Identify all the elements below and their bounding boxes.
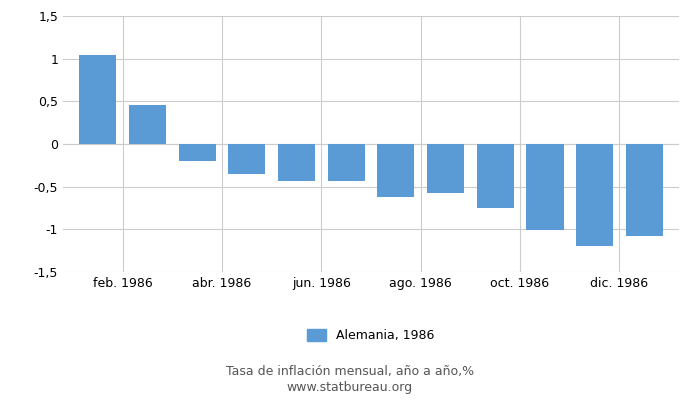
Bar [278,144,315,181]
Bar [377,144,414,197]
Bar [576,144,613,246]
Bar [626,144,663,236]
Bar [526,144,564,230]
Text: www.statbureau.org: www.statbureau.org [287,382,413,394]
Bar [129,105,166,144]
Bar [178,144,216,161]
Bar [228,144,265,174]
Bar [79,55,116,144]
Bar [477,144,514,208]
Bar [328,144,365,181]
Legend: Alemania, 1986: Alemania, 1986 [302,324,440,347]
Text: Tasa de inflación mensual, año a año,%: Tasa de inflación mensual, año a año,% [226,366,474,378]
Bar [427,144,464,194]
